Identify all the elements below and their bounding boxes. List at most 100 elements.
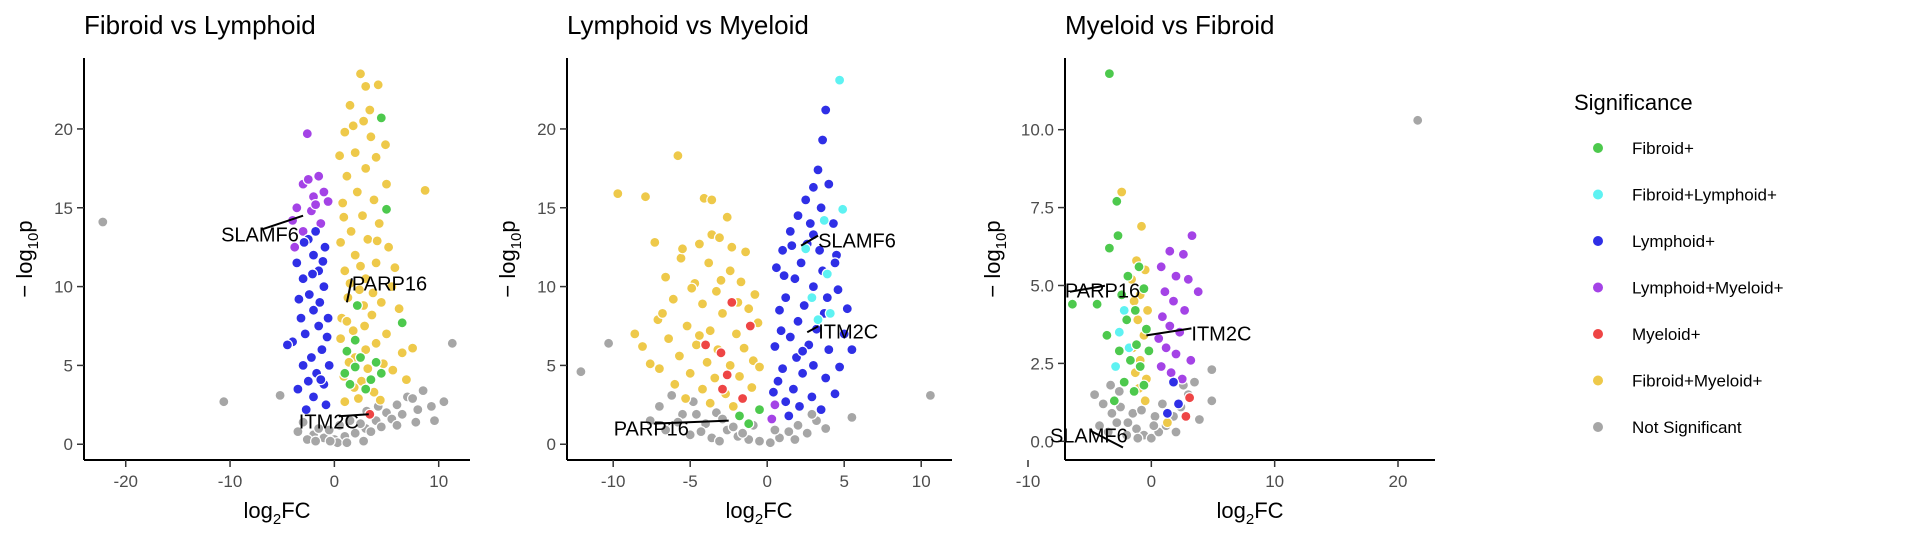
point-fibroid-myeloid [667, 293, 679, 305]
point-lymphoid [770, 262, 783, 274]
point-fibroid-myeloid [374, 394, 386, 406]
point-fibroid-myeloid [659, 271, 672, 283]
point-fibroid-myeloid [366, 309, 378, 321]
x-tick-label: -10 [1016, 472, 1041, 491]
point-lymphoid [297, 359, 309, 371]
point-fibroid [380, 203, 393, 215]
point-fibroid-myeloid [662, 333, 675, 345]
point-lymphoid-myeloid [1182, 273, 1194, 285]
point-lymphoid [281, 339, 293, 351]
panel-title: Fibroid vs Lymphoid [84, 10, 316, 40]
point-lymphoid [313, 320, 325, 332]
point-lymphoid [300, 404, 312, 416]
point-lymphoid [322, 312, 334, 324]
legend-swatch [1593, 282, 1603, 293]
point-myeloid [716, 383, 729, 395]
point-fibroid-myeloid [380, 328, 393, 340]
point-myeloid [744, 320, 756, 332]
point-fibroid-myeloid [684, 367, 696, 379]
point-fibroid-myeloid [733, 370, 746, 382]
point-lymphoid [302, 375, 314, 387]
x-tick-label: 0 [330, 472, 339, 491]
point-lymphoid [778, 270, 790, 282]
point-fibroid-myeloid [339, 265, 351, 277]
gene-label: PARP16 [1065, 281, 1140, 303]
legend-label: Not Significant [1632, 418, 1742, 437]
point-lymphoid [792, 315, 804, 327]
point-not-significant [1093, 420, 1106, 432]
point-lymphoid-myeloid [313, 170, 325, 182]
legend-label: Fibroid+Myeloid+ [1632, 372, 1762, 391]
panel-lymphoid-vs-myeloid: Lymphoid vs Myeloid -10 -5 0 5 10 0 5 10 15 20 SL… [495, 10, 952, 528]
point-not-significant [695, 426, 707, 438]
point-lymphoid [783, 410, 795, 422]
point-fibroid-myeloid [746, 381, 758, 394]
y-tick-label: 5 [64, 356, 73, 375]
point-fibroid-myeloid [1161, 417, 1174, 429]
point-not-significant [1170, 426, 1182, 438]
point-lymphoid [792, 210, 804, 222]
point-fibroid-myeloid [339, 126, 351, 138]
point-not-significant [412, 404, 424, 416]
point-fibroid-lymphoid [812, 314, 824, 326]
point-fibroid-myeloid [721, 211, 733, 223]
point-fibroid [344, 378, 356, 390]
point-not-significant [425, 400, 437, 412]
point-myeloid [1180, 410, 1192, 422]
point-lymphoid-myeloid [302, 173, 314, 185]
point-lymphoid [323, 359, 335, 371]
point-not-significant [1188, 376, 1201, 388]
point-fibroid-myeloid [675, 252, 687, 264]
point-lymphoid [829, 388, 841, 400]
point-lymphoid [305, 351, 317, 364]
point-lymphoid [804, 217, 816, 230]
point-lymphoid [316, 344, 328, 356]
point-fibroid-myeloid [696, 298, 709, 310]
point-fibroid-myeloid [356, 210, 369, 222]
point-fibroid [365, 374, 377, 386]
point-not-significant [365, 426, 377, 438]
point-not-significant [820, 422, 832, 435]
point-fibroid-myeloid [364, 104, 376, 116]
x-tick-label: 10 [1265, 472, 1284, 491]
point-fibroid-myeloid [706, 194, 718, 206]
point-lymphoid-myeloid [1170, 348, 1182, 360]
point-fibroid-myeloid [354, 68, 367, 80]
point-fibroid-myeloid [338, 211, 350, 223]
y-tick-label: 5.0 [1030, 276, 1054, 295]
point-lymphoid [297, 273, 309, 285]
tick-group: -10 -5 0 5 10 0 5 10 15 20 [537, 120, 931, 491]
point-lymphoid [314, 296, 326, 308]
point-lymphoid-myeloid [310, 199, 322, 211]
point-fibroid-myeloid [709, 372, 721, 384]
x-tick-label: -10 [218, 472, 243, 491]
point-not-significant [1097, 398, 1109, 410]
panel-fibroid-vs-lymphoid: Fibroid vs Lymphoid -20 -10 0 10 0 5 10 15 20 SL… [12, 10, 470, 528]
point-not-significant [801, 427, 813, 439]
point-lymphoid [796, 367, 809, 379]
point-fibroid [370, 356, 382, 368]
point-fibroid-myeloid [653, 363, 666, 375]
point-not-significant [1132, 432, 1144, 444]
point-fibroid-myeloid [360, 344, 372, 356]
tick-group: -10 0 10 20 0.0 2.5 5.0 7.5 10.0 [1016, 121, 1408, 491]
point-not-significant [1149, 410, 1161, 422]
point-lymphoid [789, 273, 801, 285]
y-axis-title: − log10p [12, 220, 42, 297]
point-fibroid-myeloid [344, 99, 356, 111]
point-fibroid-myeloid [354, 260, 367, 272]
point-fibroid [1122, 270, 1134, 282]
y-tick-label: 20 [537, 120, 556, 139]
x-axis-title: log2FC [725, 498, 792, 528]
point-lymphoid [767, 386, 780, 398]
point-lymphoid [773, 304, 786, 316]
point-lymphoid-myeloid [1186, 230, 1198, 242]
point-fibroid-myeloid [341, 170, 353, 182]
point-fibroid-myeloid [693, 238, 706, 250]
point-fibroid-lymphoid [1109, 360, 1122, 373]
x-tick-label: -20 [113, 472, 138, 491]
point-fibroid-myeloid [703, 257, 715, 269]
point-myeloid [699, 339, 712, 351]
point-fibroid-myeloid [676, 243, 689, 255]
point-fibroid-myeloid [365, 131, 377, 143]
